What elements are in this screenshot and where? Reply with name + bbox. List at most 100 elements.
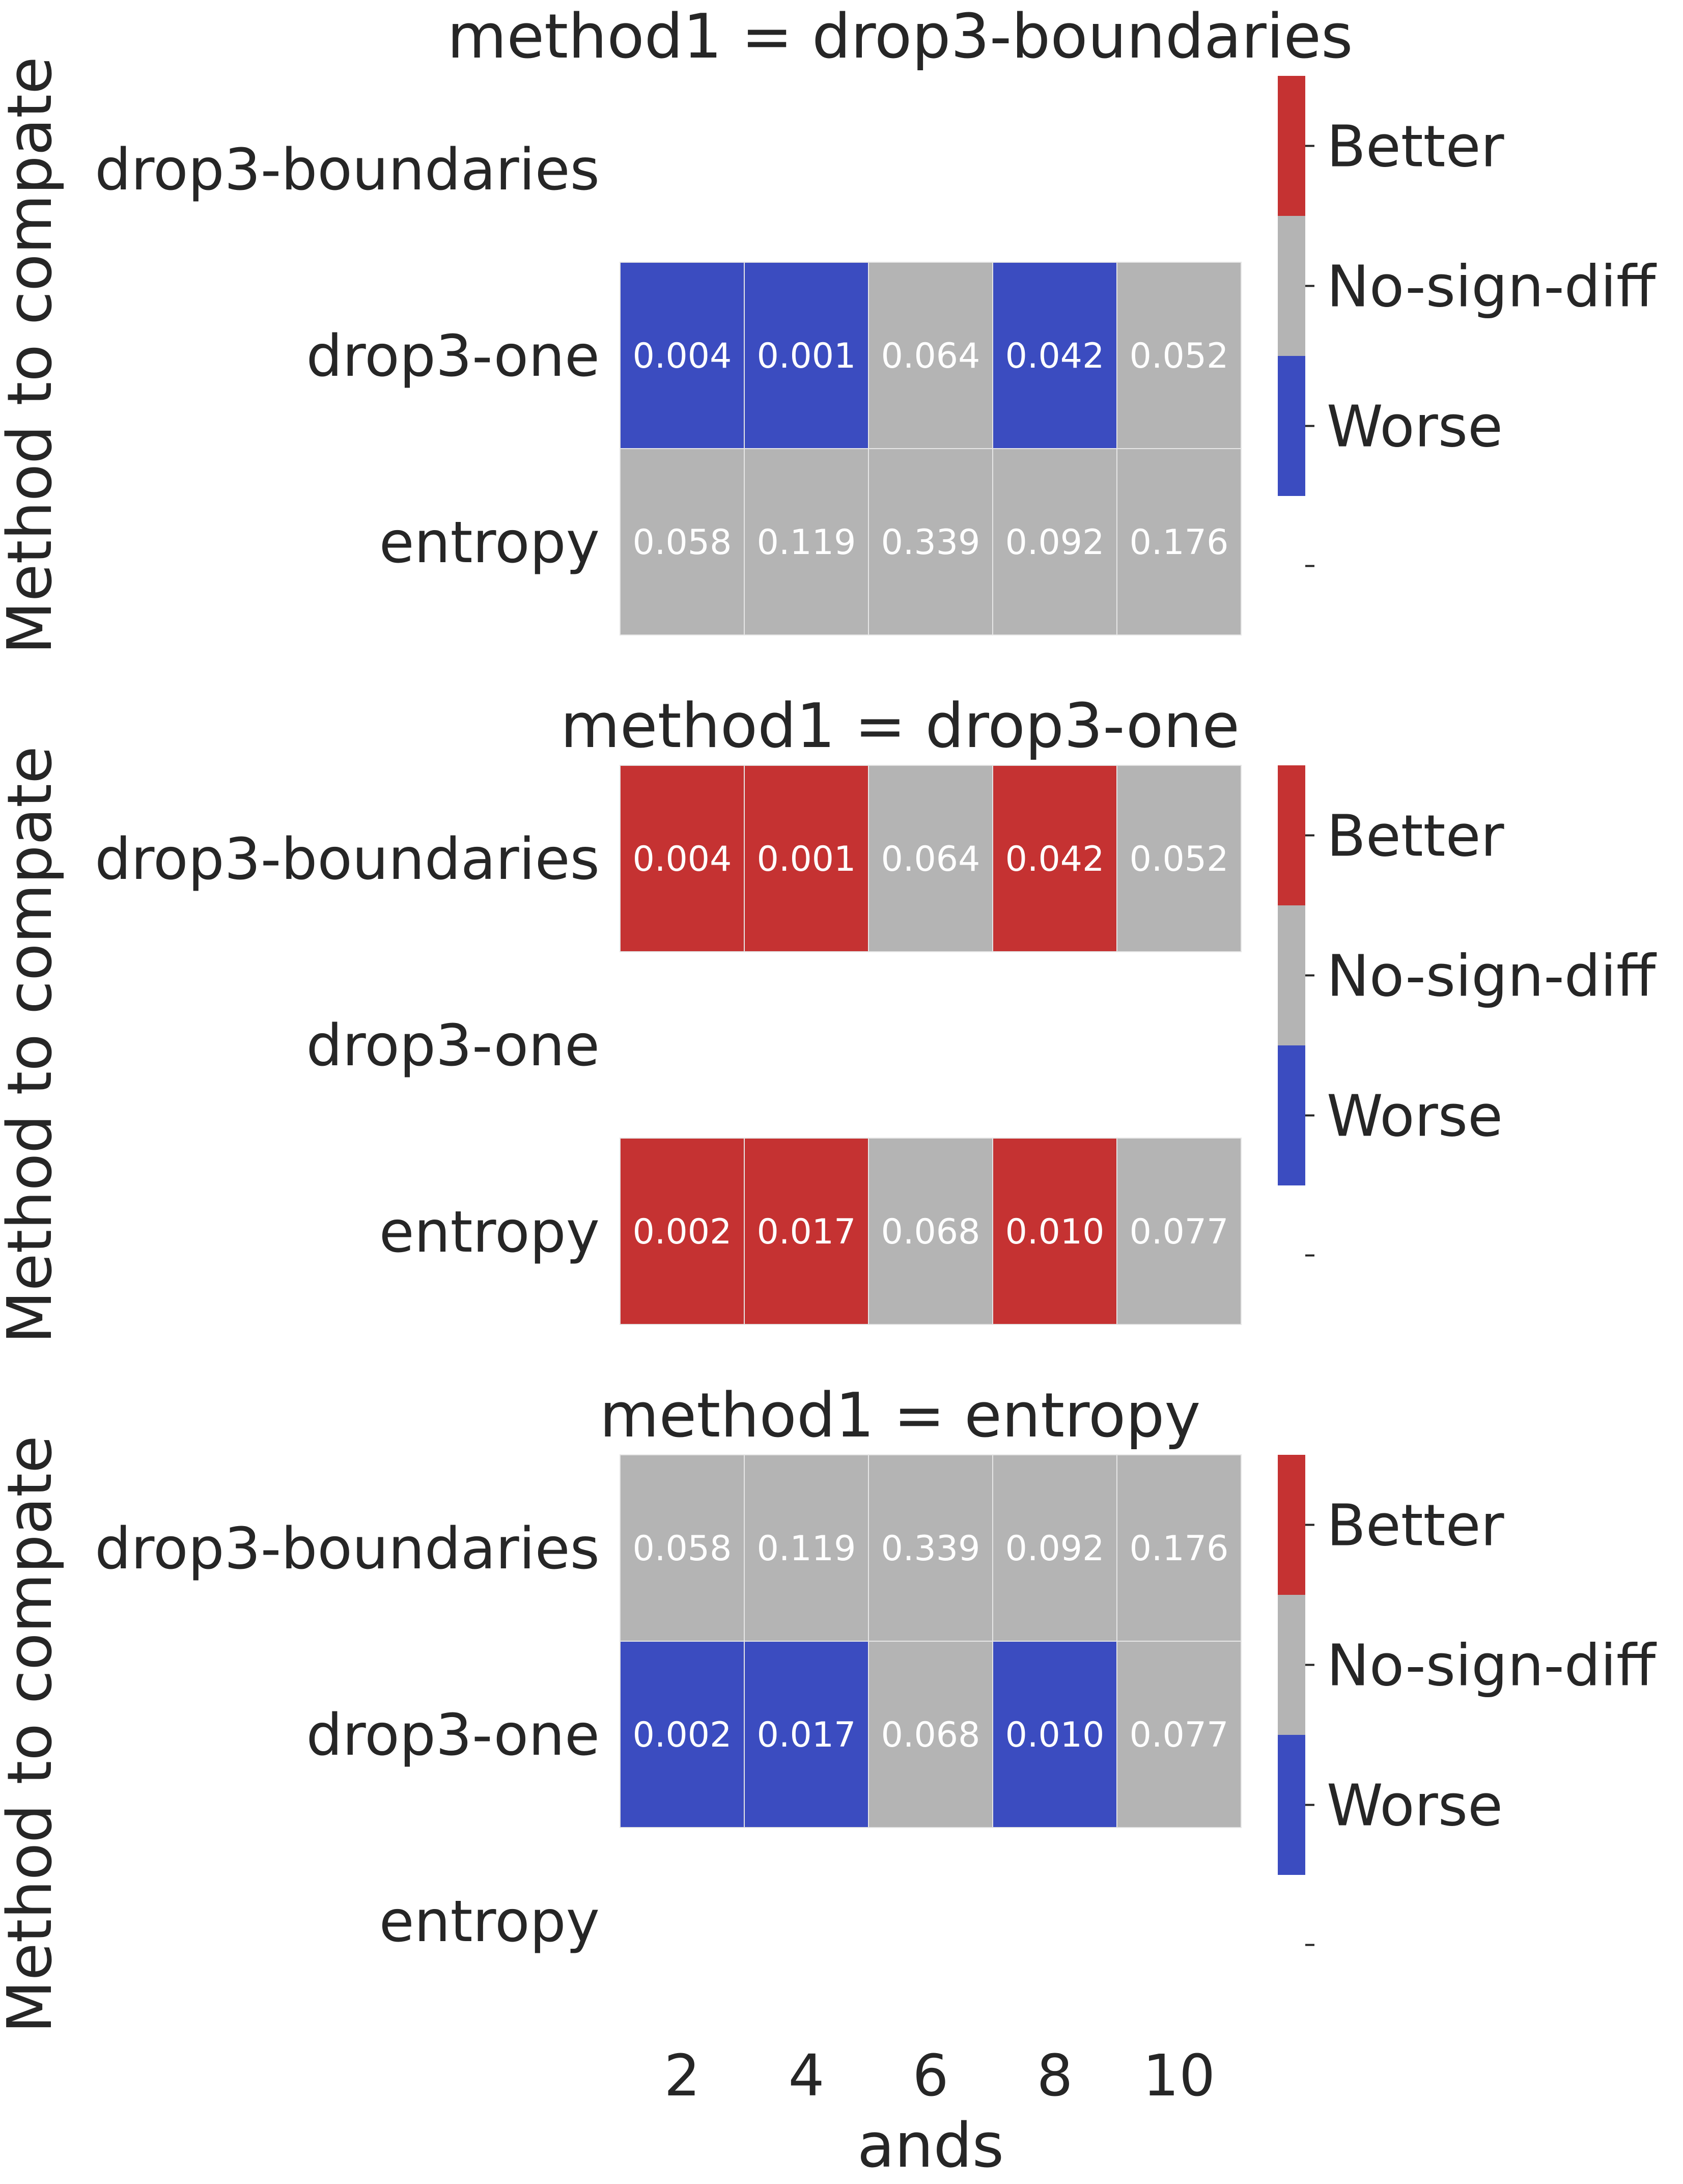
colorbar-label: Worse — [1327, 394, 1503, 460]
heatmap-cell — [620, 448, 745, 635]
cell-value-label: 0.002 — [633, 1212, 732, 1252]
panel-title: method1 = drop3-one — [560, 691, 1240, 762]
heatmap-cell — [620, 765, 745, 952]
cell-value-label: 0.010 — [1005, 1715, 1105, 1755]
heatmap-cell — [992, 448, 1117, 635]
heatmap-cell — [620, 1454, 745, 1642]
cell-value-label: 0.092 — [1005, 1529, 1105, 1569]
cell-value-label: 0.064 — [881, 839, 980, 879]
cell-value-label: 0.042 — [1005, 336, 1105, 376]
colorbar-label: No-sign-diff — [1327, 254, 1657, 320]
heatmap-cell — [1116, 1454, 1242, 1642]
colorbar-segment — [1278, 356, 1305, 496]
panel-title: method1 = drop3-boundaries — [447, 2, 1353, 72]
heatmap-cell — [868, 765, 993, 952]
cell-value-label: 0.339 — [881, 522, 980, 563]
colorbar-label: Better — [1327, 804, 1504, 870]
cell-value-label: 0.001 — [757, 336, 856, 376]
colorbar-segment — [1278, 905, 1305, 1045]
y-axis-label: Method to compate — [0, 746, 66, 1344]
cell-value-label: 0.002 — [633, 1715, 732, 1755]
heatmap-cell — [868, 1641, 993, 1828]
panel-title: method1 = entropy — [600, 1380, 1201, 1451]
y-tick-label: entropy — [379, 510, 600, 576]
colorbar-segment — [1278, 1735, 1305, 1875]
y-tick-label: drop3-boundaries — [95, 826, 600, 893]
cell-value-label: 0.176 — [1130, 1529, 1229, 1569]
heatmap-cell — [992, 262, 1117, 449]
cell-value-label: 0.001 — [757, 839, 856, 879]
heatmap-cell — [992, 1454, 1117, 1642]
x-tick-label: 10 — [1143, 2043, 1216, 2109]
cell-value-label: 0.176 — [1130, 522, 1229, 563]
y-axis-label: Method to compate — [0, 57, 66, 654]
cell-value-label: 0.077 — [1130, 1715, 1229, 1755]
cell-value-label: 0.068 — [881, 1212, 980, 1252]
heatmap-cell — [744, 448, 869, 635]
colorbar-label: Better — [1327, 114, 1504, 180]
cell-value-label: 0.058 — [633, 522, 732, 563]
heatmap-cell — [1116, 262, 1242, 449]
heatmap-cell — [868, 262, 993, 449]
heatmap-cell — [620, 1138, 745, 1325]
colorbar-label: No-sign-diff — [1327, 1633, 1657, 1699]
cell-value-label: 0.017 — [757, 1715, 856, 1755]
cell-value-label: 0.077 — [1130, 1212, 1229, 1252]
cell-value-label: 0.119 — [757, 1529, 856, 1569]
colorbar-segment — [1278, 1455, 1305, 1595]
cell-value-label: 0.010 — [1005, 1212, 1105, 1252]
y-tick-label: entropy — [379, 1889, 600, 1955]
y-tick-label: entropy — [379, 1199, 600, 1265]
heatmap-cell — [1116, 765, 1242, 952]
cell-value-label: 0.004 — [633, 839, 732, 879]
heatmap-cell — [744, 262, 869, 449]
x-tick-label: 4 — [788, 2043, 824, 2109]
cell-value-label: 0.064 — [881, 336, 980, 376]
cell-value-label: 0.004 — [633, 336, 732, 376]
cell-value-label: 0.068 — [881, 1715, 980, 1755]
y-tick-label: drop3-one — [306, 1702, 600, 1768]
x-tick-label: 8 — [1036, 2043, 1073, 2109]
y-tick-label: drop3-boundaries — [95, 1516, 600, 1582]
cell-value-label: 0.042 — [1005, 839, 1105, 879]
heatmap-cell — [868, 448, 993, 635]
cell-value-label: 0.092 — [1005, 522, 1105, 563]
colorbar-segment — [1278, 216, 1305, 356]
heatmap-cell — [868, 1138, 993, 1325]
cell-value-label: 0.119 — [757, 522, 856, 563]
heatmap-cell — [1116, 1138, 1242, 1325]
heatmap-cell — [744, 1641, 869, 1828]
colorbar-label: Worse — [1327, 1084, 1503, 1150]
heatmap-cell — [744, 1138, 869, 1325]
colorbar-segment — [1278, 1045, 1305, 1185]
colorbar-label: Better — [1327, 1493, 1504, 1559]
colorbar-segment — [1278, 1595, 1305, 1735]
colorbar-segment — [1278, 765, 1305, 905]
heatmap-cell — [1116, 448, 1242, 635]
heatmap-cell — [620, 1641, 745, 1828]
cell-value-label: 0.339 — [881, 1529, 980, 1569]
cell-value-label: 0.052 — [1130, 839, 1229, 879]
heatmap-cell — [868, 1454, 993, 1642]
heatmap-cell — [992, 1138, 1117, 1325]
cell-value-label: 0.017 — [757, 1212, 856, 1252]
heatmap-cell — [744, 765, 869, 952]
y-tick-label: drop3-boundaries — [95, 137, 600, 203]
y-axis-label: Method to compate — [0, 1435, 66, 2033]
x-axis-label: ands — [857, 2111, 1004, 2181]
heatmap-cell — [992, 1641, 1117, 1828]
colorbar-label: No-sign-diff — [1327, 944, 1657, 1010]
colorbar-segment — [1278, 76, 1305, 216]
heatmap-cell — [1116, 1641, 1242, 1828]
heatmap-cell — [620, 262, 745, 449]
y-tick-label: drop3-one — [306, 1013, 600, 1079]
y-tick-label: drop3-one — [306, 323, 600, 390]
cell-value-label: 0.058 — [633, 1529, 732, 1569]
x-tick-label: 6 — [912, 2043, 948, 2109]
cell-value-label: 0.052 — [1130, 336, 1229, 376]
colorbar-label: Worse — [1327, 1773, 1503, 1839]
x-tick-label: 2 — [664, 2043, 700, 2109]
heatmap-cell — [992, 765, 1117, 952]
